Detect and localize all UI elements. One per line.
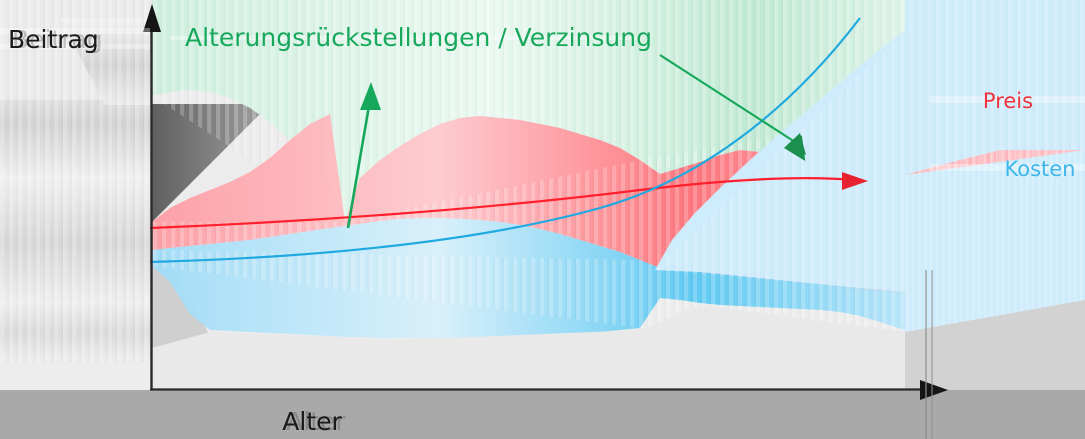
legend-price-label: Preis	[983, 89, 1033, 113]
cost-curve	[149, 17, 861, 264]
left-smear-panels	[0, 0, 152, 439]
floor-gray	[0, 300, 1085, 439]
chart-title-label: Alterungsrückstellungen / Verzinsung	[185, 23, 652, 52]
x-axis-label: Alter	[282, 407, 342, 436]
svg-text:Alter: Alter	[286, 407, 346, 436]
svg-text:Beitrag: Beitrag	[12, 25, 103, 54]
y-axis-label: Beitrag	[8, 25, 99, 54]
axes	[143, 4, 948, 439]
cost-blue-area	[152, 0, 1085, 358]
price-arrow-head	[842, 172, 868, 190]
smear-overlay	[0, 28, 1085, 171]
x-axis-arrow-head	[920, 380, 948, 400]
reserve-green-area	[152, 0, 905, 222]
y-axis-arrow-head	[143, 4, 161, 32]
reserve-build-arrow	[346, 82, 381, 229]
reserve-drawdown-arrow	[659, 54, 806, 161]
price-curve	[149, 177, 853, 230]
legend-cost-label: Kosten	[1005, 157, 1076, 181]
label-ghosts: Beitrag Alter	[12, 25, 346, 436]
